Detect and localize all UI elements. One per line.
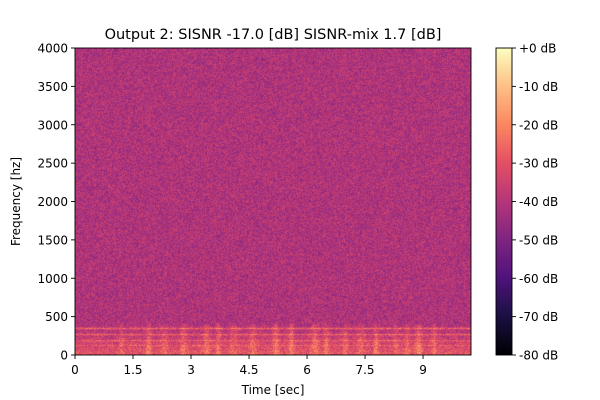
x-tick-label: 7.5 <box>355 363 374 377</box>
chart-title: Output 2: SISNR -17.0 [dB] SISNR-mix 1.7… <box>105 27 442 43</box>
x-axis-ticks: 0 1.5 3 4.5 6 7.5 9 <box>71 355 427 377</box>
x-tick-label: 6 <box>303 363 311 377</box>
x-tick-label: 9 <box>419 363 427 377</box>
y-tick-label: 2500 <box>37 157 68 171</box>
colorbar: +0 dB -10 dB -20 dB -30 dB -40 dB -50 dB -60 d… <box>495 42 558 363</box>
y-tick-label: 0 <box>60 349 68 363</box>
spectrogram-image <box>75 48 471 355</box>
y-tick-label: 500 <box>45 310 68 324</box>
colorbar-tick-label: -30 dB <box>519 157 558 171</box>
x-tick-label: 3 <box>187 363 195 377</box>
x-tick-label: 0 <box>71 363 79 377</box>
y-tick-label: 1500 <box>37 233 68 247</box>
spectrogram-plot-area <box>74 47 472 356</box>
y-tick-label: 3000 <box>37 118 68 132</box>
y-tick-label: 2000 <box>37 195 68 209</box>
colorbar-tick-label: -10 dB <box>519 80 558 94</box>
y-tick-label: 1000 <box>37 272 68 286</box>
x-tick-label: 1.5 <box>123 363 142 377</box>
y-axis-ticks: 0 500 1000 1500 2000 2500 3000 3500 4000 <box>37 42 75 363</box>
colorbar-tick-label: -70 dB <box>519 310 558 324</box>
colorbar-tick-label: -20 dB <box>519 118 558 132</box>
colorbar-tick-label: -60 dB <box>519 272 558 286</box>
y-axis-label: Frequency [hz] <box>9 157 23 246</box>
colorbar-gradient <box>496 48 512 355</box>
x-axis-label: Time [sec] <box>241 383 305 397</box>
colorbar-ticks: +0 dB -10 dB -20 dB -30 dB -40 dB -50 dB -60 d… <box>512 42 558 363</box>
y-tick-label: 3500 <box>37 80 68 94</box>
colorbar-tick-label: -80 dB <box>519 349 558 363</box>
colorbar-tick-label: +0 dB <box>519 42 556 56</box>
colorbar-tick-label: -50 dB <box>519 233 558 247</box>
colorbar-tick-label: -40 dB <box>519 195 558 209</box>
x-tick-label: 4.5 <box>239 363 258 377</box>
y-tick-label: 4000 <box>37 42 68 56</box>
